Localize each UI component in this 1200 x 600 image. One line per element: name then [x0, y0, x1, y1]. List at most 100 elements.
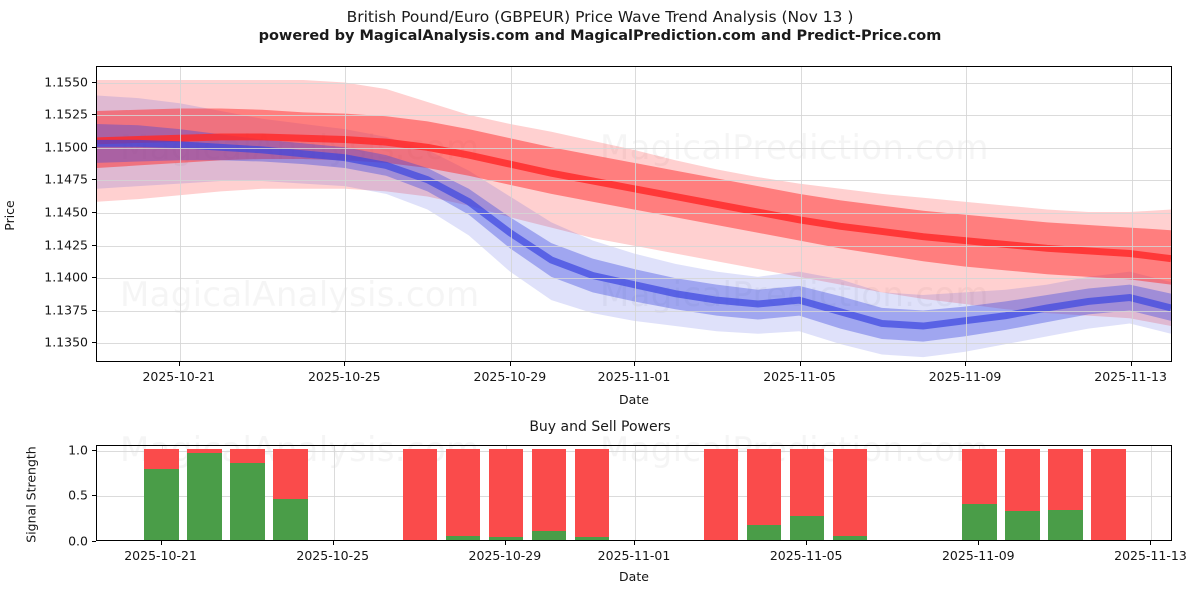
buy-power-segment[interactable] — [1005, 510, 1040, 540]
sell-power-segment[interactable] — [273, 448, 308, 499]
gridline-horizontal — [97, 310, 1171, 312]
buy-power-segment[interactable] — [789, 516, 825, 540]
buy-power-segment[interactable] — [962, 504, 997, 540]
sell-power-segment[interactable] — [144, 448, 179, 469]
signal-bar[interactable] — [230, 448, 265, 540]
sell-power-segment[interactable] — [531, 448, 567, 531]
sell-power-segment[interactable] — [402, 448, 437, 540]
signal-xtick-label: 2025-10-29 — [468, 548, 542, 563]
buy-power-segment[interactable] — [230, 463, 265, 540]
signal-bar[interactable] — [703, 448, 739, 540]
page-subtitle: powered by MagicalAnalysis.com and Magic… — [258, 28, 942, 44]
signal-bar[interactable] — [402, 448, 437, 540]
bear-core-line — [97, 133, 1171, 263]
price-ytick-mark — [92, 309, 96, 311]
gridline-horizontal — [97, 180, 1171, 182]
bear-band-mid — [97, 108, 1171, 285]
price-wave-chart — [96, 66, 1172, 362]
signal-xtick-mark — [160, 541, 162, 545]
signal-xtick-mark — [634, 541, 635, 545]
price-ytick-mark — [92, 212, 96, 214]
signal-bar[interactable] — [746, 448, 782, 540]
gridline-horizontal — [97, 450, 1171, 452]
signal-xtick-mark — [504, 541, 506, 545]
buy-power-segment[interactable] — [746, 525, 782, 540]
sell-power-segment[interactable] — [187, 448, 222, 454]
sell-power-segment[interactable] — [488, 448, 524, 538]
gridline-horizontal — [97, 115, 1171, 117]
price-xtick-mark — [799, 362, 801, 366]
sell-power-segment[interactable] — [746, 448, 782, 526]
signal-bar[interactable] — [574, 448, 610, 540]
sell-power-segment[interactable] — [832, 448, 868, 537]
buy-power-segment[interactable] — [574, 537, 610, 540]
buy-power-segment[interactable] — [144, 468, 179, 540]
signal-bar[interactable] — [1048, 448, 1083, 540]
sell-power-segment[interactable] — [574, 448, 610, 538]
gridline-vertical — [333, 446, 335, 540]
signal-ytick-mark — [92, 541, 96, 542]
buy-power-segment[interactable] — [832, 536, 868, 540]
signal-ytick-mark — [92, 495, 96, 497]
signal-ytick-label: 1.0 — [68, 442, 88, 458]
signal-ytick-label: 0.5 — [68, 487, 88, 503]
price-xtick-label: 2025-10-21 — [142, 369, 216, 384]
gridline-vertical — [345, 67, 347, 361]
signal-bar[interactable] — [1091, 448, 1126, 540]
signal-xtick-mark — [806, 541, 808, 545]
signal-chart-title: Buy and Sell Powers — [529, 419, 671, 435]
sell-power-segment[interactable] — [789, 448, 825, 517]
gridline-horizontal — [97, 496, 1171, 498]
price-xtick-mark — [344, 362, 346, 366]
buy-power-segment[interactable] — [488, 537, 524, 540]
sell-power-segment[interactable] — [703, 448, 739, 540]
gridline-vertical — [966, 67, 968, 361]
price-ytick-label: 1.1550 — [44, 74, 88, 90]
gridline-horizontal — [97, 245, 1171, 247]
signal-yaxis-label: Signal Strength — [23, 446, 39, 543]
signal-ytick-mark — [92, 449, 96, 451]
price-ytick-label: 1.1400 — [44, 269, 88, 285]
signal-bar[interactable] — [488, 448, 524, 540]
price-xtick-label: 2025-10-25 — [307, 369, 381, 384]
price-ytick-mark — [92, 146, 96, 148]
signal-bar[interactable] — [531, 448, 567, 540]
sell-power-segment[interactable] — [1091, 448, 1126, 540]
signal-bar[interactable] — [832, 448, 868, 540]
signal-bar[interactable] — [962, 448, 997, 540]
gridline-vertical — [1151, 446, 1153, 540]
signal-bar[interactable] — [187, 448, 222, 540]
signal-bar[interactable] — [144, 448, 179, 540]
signal-xtick-label: 2025-10-21 — [124, 548, 197, 563]
signal-bar[interactable] — [273, 448, 308, 540]
gridline-horizontal — [97, 343, 1171, 345]
signal-bar[interactable] — [789, 448, 825, 540]
buy-power-segment[interactable] — [187, 453, 222, 540]
buy-sell-powers-chart — [96, 445, 1172, 541]
buy-power-segment[interactable] — [445, 536, 481, 540]
signal-xtick-mark — [1150, 541, 1152, 545]
signal-xtick-label: 2025-11-05 — [769, 548, 843, 563]
price-ytick-label: 1.1350 — [44, 334, 88, 350]
gridline-vertical — [635, 446, 636, 540]
price-xtick-label: 2025-11-01 — [597, 369, 671, 384]
price-ytick-mark — [92, 244, 96, 246]
sell-power-segment[interactable] — [1005, 448, 1040, 511]
sell-power-segment[interactable] — [445, 448, 481, 537]
price-xtick-mark — [965, 362, 967, 366]
buy-power-segment[interactable] — [273, 498, 308, 540]
signal-xtick-label: 2025-10-25 — [296, 548, 370, 563]
signal-bar[interactable] — [1005, 448, 1040, 540]
price-xtick-mark — [634, 362, 635, 366]
gridline-vertical — [510, 67, 512, 361]
sell-power-segment[interactable] — [1048, 448, 1083, 510]
buy-power-segment[interactable] — [531, 530, 567, 540]
signal-bar[interactable] — [445, 448, 481, 540]
price-ytick-label: 1.1450 — [44, 204, 88, 220]
sell-power-segment[interactable] — [962, 448, 997, 505]
chart-title-block: British Pound/Euro (GBPEUR) Price Wave T… — [0, 8, 1200, 46]
price-xtick-label: 2025-11-13 — [1094, 369, 1167, 384]
buy-power-segment[interactable] — [1048, 509, 1083, 540]
price-ytick-mark — [92, 81, 96, 83]
sell-power-segment[interactable] — [230, 448, 265, 464]
